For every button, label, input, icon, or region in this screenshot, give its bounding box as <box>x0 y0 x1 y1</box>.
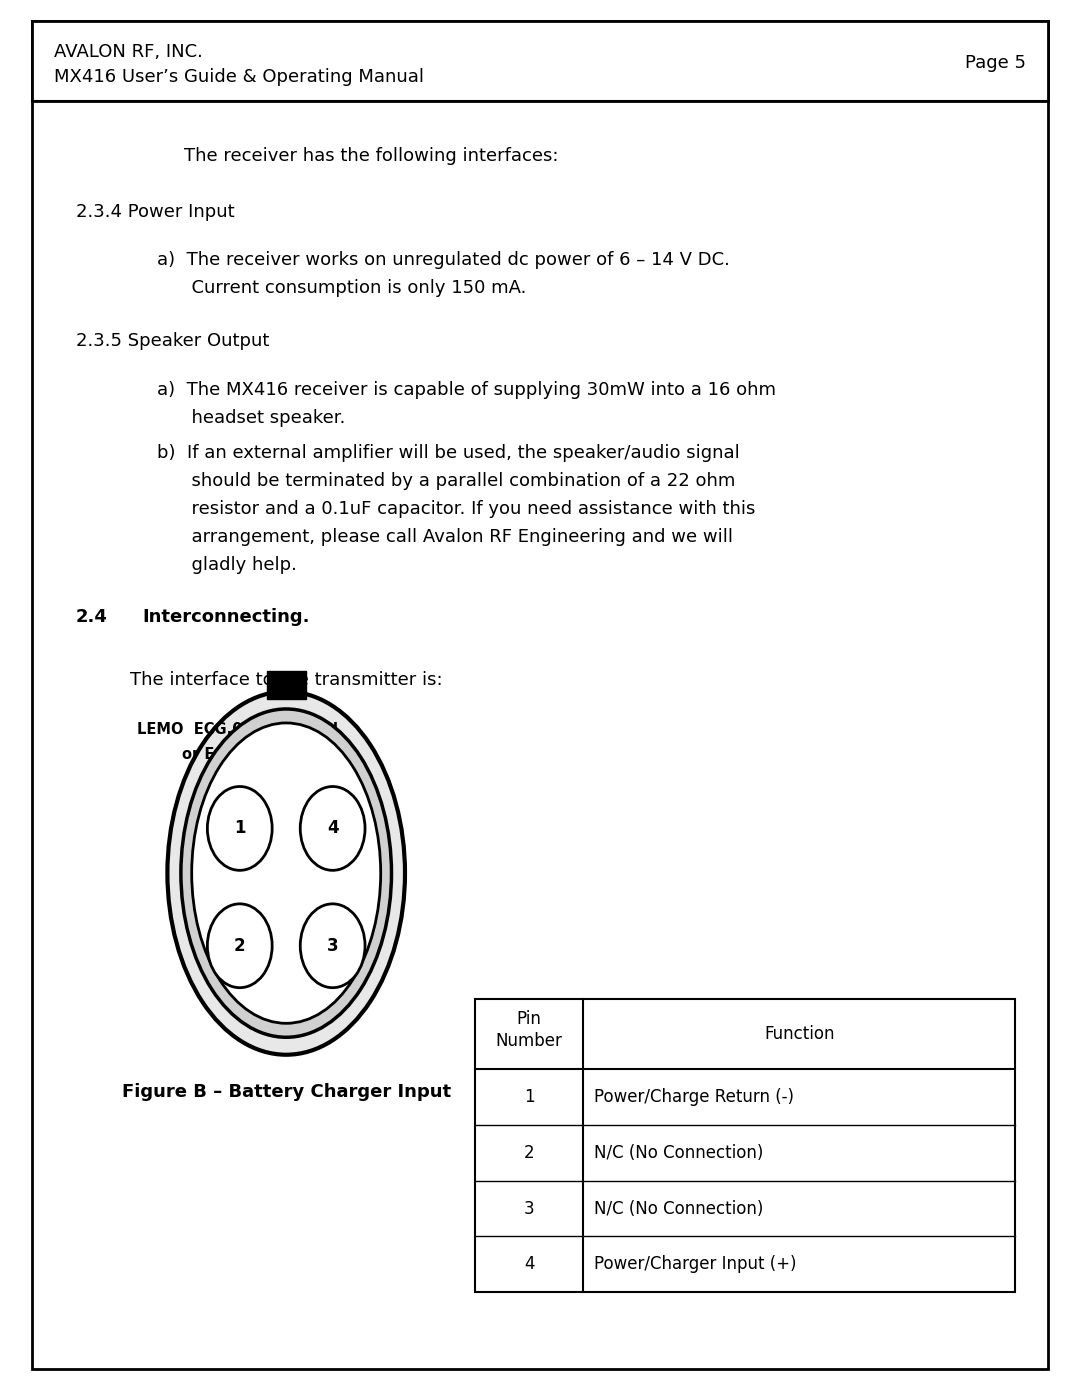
Text: headset speaker.: headset speaker. <box>157 409 345 427</box>
Ellipse shape <box>192 724 380 1023</box>
Text: 2.3.4 Power Input: 2.3.4 Power Input <box>76 203 234 221</box>
Text: Function: Function <box>764 1025 835 1044</box>
Text: Current consumption is only 150 mA.: Current consumption is only 150 mA. <box>157 279 526 298</box>
Circle shape <box>300 904 365 988</box>
Text: N/C (No Connection): N/C (No Connection) <box>594 1200 764 1218</box>
Ellipse shape <box>167 692 405 1055</box>
Text: 3: 3 <box>524 1200 535 1218</box>
Text: AVALON RF, INC.: AVALON RF, INC. <box>54 43 203 60</box>
Text: 2: 2 <box>524 1144 535 1162</box>
Text: 1: 1 <box>524 1088 535 1106</box>
Text: should be terminated by a parallel combination of a 22 ohm: should be terminated by a parallel combi… <box>157 472 735 490</box>
Text: 2.3.5 Speaker Output: 2.3.5 Speaker Output <box>76 332 269 351</box>
Text: 4: 4 <box>327 820 338 837</box>
Text: 3: 3 <box>327 937 338 954</box>
Text: 2: 2 <box>234 937 245 954</box>
Text: Pin
Number: Pin Number <box>496 1010 563 1051</box>
Text: resistor and a 0.1uF capacitor. If you need assistance with this: resistor and a 0.1uF capacitor. If you n… <box>157 500 755 518</box>
Text: Power/Charge Return (-): Power/Charge Return (-) <box>594 1088 794 1106</box>
Text: or Equivalent: or Equivalent <box>183 747 293 761</box>
Text: MX416 User’s Guide & Operating Manual: MX416 User’s Guide & Operating Manual <box>54 68 424 85</box>
Text: b)  If an external amplifier will be used, the speaker/audio signal: b) If an external amplifier will be used… <box>157 444 740 462</box>
Text: Figure B – Battery Charger Input: Figure B – Battery Charger Input <box>122 1084 450 1101</box>
Text: 2.4: 2.4 <box>76 608 108 626</box>
Text: 4: 4 <box>524 1256 535 1273</box>
Circle shape <box>207 904 272 988</box>
Text: Power/Charger Input (+): Power/Charger Input (+) <box>594 1256 797 1273</box>
Text: Page 5: Page 5 <box>966 54 1026 71</box>
Circle shape <box>207 787 272 870</box>
Text: LEMO  ECG.00B.304.CLN: LEMO ECG.00B.304.CLN <box>137 722 338 736</box>
Text: gladly help.: gladly help. <box>157 556 297 574</box>
Text: The interface to the transmitter is:: The interface to the transmitter is: <box>130 671 442 689</box>
Text: arrangement, please call Avalon RF Engineering and we will: arrangement, please call Avalon RF Engin… <box>157 528 732 546</box>
Bar <box>32 21 1048 101</box>
Bar <box>475 999 1015 1292</box>
Text: a)  The MX416 receiver is capable of supplying 30mW into a 16 ohm: a) The MX416 receiver is capable of supp… <box>157 381 775 400</box>
Text: 1: 1 <box>234 820 245 837</box>
Circle shape <box>300 787 365 870</box>
Text: Interconnecting.: Interconnecting. <box>143 608 310 626</box>
Text: N/C (No Connection): N/C (No Connection) <box>594 1144 764 1162</box>
Bar <box>267 671 306 698</box>
Text: a)  The receiver works on unregulated dc power of 6 – 14 V DC.: a) The receiver works on unregulated dc … <box>157 251 729 270</box>
Ellipse shape <box>180 710 391 1037</box>
Text: The receiver has the following interfaces:: The receiver has the following interface… <box>184 147 558 165</box>
